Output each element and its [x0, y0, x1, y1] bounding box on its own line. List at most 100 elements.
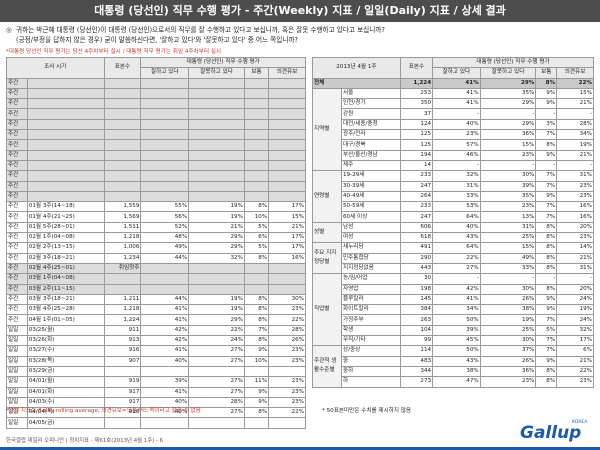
sample-size-cell: [103, 273, 142, 285]
value-cell: [140, 283, 190, 295]
table-row: 주간: [6, 77, 306, 89]
value-cell: 17%: [556, 335, 594, 347]
value-cell: 22%: [432, 252, 481, 264]
value-cell: 23%: [479, 149, 537, 161]
value-cell: [243, 129, 270, 141]
value-cell: 5%: [243, 221, 270, 234]
row-label: 자영업: [341, 283, 401, 295]
row-label: 새누리당: [341, 242, 401, 254]
period-cell: [26, 87, 105, 100]
sample-size-cell: 1,569: [103, 211, 142, 223]
period-cell: 04/01(화): [26, 386, 105, 398]
row-label: 강원: [341, 108, 401, 120]
value-cell: 22%: [268, 314, 306, 326]
value-cell: 8%: [535, 77, 558, 89]
value-cell: 36%: [479, 365, 537, 378]
value-cell: 35%: [479, 190, 537, 203]
value-cell: 30%: [479, 170, 537, 182]
value-cell: 8%: [243, 252, 270, 264]
period-type-cell: 일일: [6, 417, 28, 429]
value-cell: 23%: [432, 129, 481, 141]
sample-size-cell: 1,218: [103, 304, 142, 316]
sample-size-cell: 344: [399, 365, 434, 378]
value-cell: 26%: [479, 293, 537, 306]
value-cell: 8%: [535, 242, 558, 254]
value-cell: 23%: [268, 386, 306, 398]
sample-size-cell: 247: [399, 211, 434, 223]
table-row: 가정주부 263 50% 19% 7% 24%: [313, 314, 594, 326]
value-cell: 42%: [140, 335, 190, 347]
value-cell: 39%: [479, 180, 537, 192]
value-cell: [243, 190, 270, 203]
value-cell: 24%: [556, 293, 594, 306]
row-label: 제주: [341, 159, 401, 172]
table-row: 주간: [6, 129, 306, 141]
value-cell: 64%: [432, 211, 481, 223]
bottom-rule: [0, 447, 600, 450]
period-type-cell: 주간: [6, 283, 28, 295]
value-cell: 8%: [243, 314, 270, 326]
period-type-cell: 주간: [6, 252, 28, 264]
value-cell: [140, 170, 190, 182]
period-cell: [26, 190, 105, 203]
value-cell: [188, 149, 245, 161]
table-row: 주간 02월 3주(18~21) 1,234 44% 32% 8% 16%: [6, 252, 306, 264]
table-row: 일일 03/29(금): [6, 365, 306, 378]
col-header: 의견유보: [556, 67, 594, 79]
value-cell: 30%: [479, 335, 537, 347]
bullet-icon: ◎: [6, 26, 12, 34]
period-cell: 01월 4주(21~25): [26, 211, 105, 223]
right-note: * 50표본미만은 수치를 제시하지 않음: [322, 408, 412, 414]
table-row: 일일 03/28(목) 907 40% 27% 10% 23%: [6, 355, 306, 367]
sample-size-cell: [103, 159, 142, 172]
row-label: 학생: [341, 324, 401, 337]
table-row: 주간: [6, 190, 306, 203]
period-cell: 02월 4주(25~01): [26, 262, 105, 275]
value-cell: 29%: [479, 98, 537, 110]
value-cell: [188, 159, 245, 172]
value-cell: [268, 118, 306, 131]
period-cell: [26, 170, 105, 182]
value-cell: 9%: [243, 396, 270, 409]
value-cell: 9%: [243, 345, 270, 357]
sample-size-cell: 30: [399, 273, 434, 285]
value-cell: [243, 87, 270, 100]
value-cell: 7%: [535, 201, 558, 213]
detail-table: 2013년 4월 1주 표본수 대통령 (당선인) 직무 수행 평가 잘하고 있…: [312, 56, 594, 388]
value-cell: 9%: [535, 149, 558, 161]
question-line-2: (긍정/부정을 답하지 않은 경우) 굳이 말씀하신다면, '잘하고 있다'와 …: [16, 36, 298, 44]
sample-size-cell: [103, 118, 142, 131]
table-row: 성별 남성 606 40% 31% 8% 20%: [312, 221, 594, 244]
period-type-cell: 일일: [6, 365, 28, 378]
value-cell: [140, 262, 190, 275]
row-label: 화이트칼라: [341, 304, 401, 316]
table-row: 주간 03월 3주(18~21) 1,211 44% 19% 8% 30%: [6, 293, 306, 306]
sample-size-cell: 1,224: [399, 77, 434, 89]
period-type-cell: 주간: [6, 201, 28, 213]
value-cell: 15%: [268, 211, 306, 223]
sample-size-cell: 247: [399, 180, 434, 192]
row-label: 광주/전라: [341, 129, 401, 141]
value-cell: 26%: [479, 355, 537, 367]
group-label: 직업별: [312, 273, 342, 347]
value-cell: -: [432, 159, 481, 172]
value-cell: -: [556, 108, 594, 120]
value-cell: 23%: [268, 304, 306, 316]
table-row: 지역별 서울 253 41% 35% 9% 15%: [312, 87, 594, 172]
value-cell: 33%: [479, 262, 537, 275]
value-cell: 22%: [188, 324, 245, 337]
value-cell: 7%: [535, 345, 558, 357]
value-cell: 16%: [556, 201, 594, 213]
value-cell: 8%: [535, 376, 558, 388]
group-label: 지역별: [312, 87, 342, 172]
value-cell: [268, 129, 306, 141]
value-cell: -: [432, 108, 481, 120]
value-cell: 29%: [188, 232, 245, 244]
value-cell: [268, 365, 306, 378]
value-cell: 21%: [556, 98, 594, 110]
value-cell: 40%: [140, 355, 190, 367]
value-cell: [140, 77, 190, 89]
period-cell: [26, 77, 105, 89]
row-label: 가정주부: [341, 314, 401, 326]
period-type-cell: 주간: [6, 139, 28, 151]
